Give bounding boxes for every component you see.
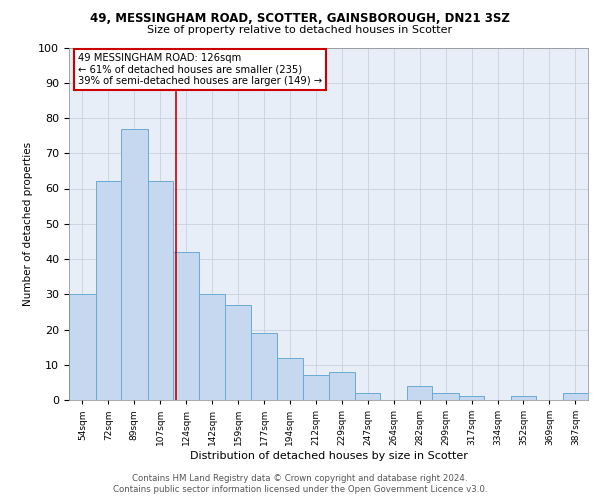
- Bar: [511, 396, 536, 400]
- Bar: [225, 305, 251, 400]
- Bar: [355, 393, 380, 400]
- Bar: [407, 386, 432, 400]
- Bar: [329, 372, 355, 400]
- Bar: [199, 294, 224, 400]
- X-axis label: Distribution of detached houses by size in Scotter: Distribution of detached houses by size …: [190, 451, 467, 461]
- Bar: [459, 396, 484, 400]
- Text: 49 MESSINGHAM ROAD: 126sqm
← 61% of detached houses are smaller (235)
39% of sem: 49 MESSINGHAM ROAD: 126sqm ← 61% of deta…: [78, 53, 322, 86]
- Y-axis label: Number of detached properties: Number of detached properties: [23, 142, 33, 306]
- Bar: [69, 294, 95, 400]
- Bar: [433, 393, 459, 400]
- Bar: [121, 128, 148, 400]
- Bar: [95, 182, 121, 400]
- Text: Size of property relative to detached houses in Scotter: Size of property relative to detached ho…: [148, 25, 452, 35]
- Bar: [148, 182, 173, 400]
- Text: Contains HM Land Registry data © Crown copyright and database right 2024.
Contai: Contains HM Land Registry data © Crown c…: [113, 474, 487, 494]
- Bar: [277, 358, 303, 400]
- Bar: [563, 393, 588, 400]
- Text: 49, MESSINGHAM ROAD, SCOTTER, GAINSBOROUGH, DN21 3SZ: 49, MESSINGHAM ROAD, SCOTTER, GAINSBOROU…: [90, 12, 510, 26]
- Bar: [303, 376, 329, 400]
- Bar: [251, 333, 277, 400]
- Bar: [173, 252, 199, 400]
